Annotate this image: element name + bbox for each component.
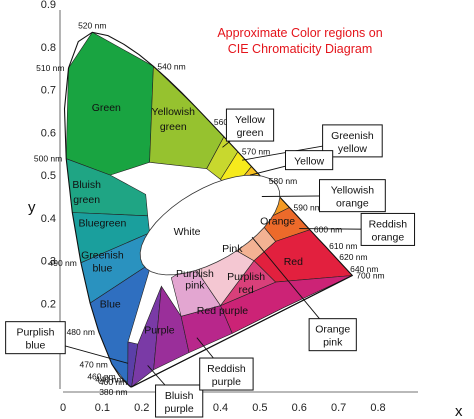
callout-text: yellow xyxy=(338,143,368,155)
x-tick-label: 0.7 xyxy=(331,402,346,414)
wavelength-label: 600 nm xyxy=(314,225,342,235)
region-label-purplish: Purplish xyxy=(176,268,214,280)
region-label-white: White xyxy=(174,226,201,238)
callout-box xyxy=(360,212,416,246)
wavelength-label: 700 nm xyxy=(356,271,384,281)
line-of-purples xyxy=(131,275,353,388)
chart-title-line-1: Approximate Color regions on xyxy=(217,26,382,40)
wavelength-label: 570 nm xyxy=(242,147,270,157)
wavelength-label: 490 nm xyxy=(49,258,77,268)
y-tick-label: 0.3 xyxy=(41,256,56,268)
callout-box xyxy=(284,150,334,171)
wavelength-label: 590 nm xyxy=(293,203,321,213)
wavelength-label: 640 nm xyxy=(350,264,378,274)
region-label-green: green xyxy=(73,194,100,206)
wavelength-label: 470 nm xyxy=(80,359,108,369)
wavelength-label: 400 nm xyxy=(99,377,127,387)
x-tick-label: 0.6 xyxy=(292,402,307,414)
callout-box xyxy=(319,179,386,213)
y-tick-label: 0.8 xyxy=(41,42,56,54)
callout-text: Orange xyxy=(315,324,350,336)
wavelength-label: 620 nm xyxy=(339,252,367,262)
wavelength-label: 480 nm xyxy=(67,327,95,337)
y-tick-label: 0.7 xyxy=(41,85,56,97)
callout-box xyxy=(225,108,275,142)
region-label-orange: Orange xyxy=(260,215,295,227)
x-tick-label: 0.2 xyxy=(134,402,149,414)
region-label-green: green xyxy=(160,121,187,133)
wavelength-label: 540 nm xyxy=(157,61,185,71)
x-tick-label: 0.8 xyxy=(370,402,385,414)
callout-text: purple xyxy=(165,403,194,415)
x-tick-label: 0 xyxy=(60,402,66,414)
callout-text: Yellow xyxy=(235,114,265,126)
y-tick-label: 0.9 xyxy=(41,0,56,11)
callout-box xyxy=(308,318,357,352)
callout-box xyxy=(5,321,66,355)
callout-box xyxy=(155,384,204,418)
callout-box xyxy=(199,357,254,391)
y-tick-label: 0.4 xyxy=(41,213,56,225)
callout-text: green xyxy=(237,127,264,139)
region-label-bluegreen: Bluegreen xyxy=(78,217,126,229)
y-axis-label: y xyxy=(28,199,36,216)
region-label-blue: Blue xyxy=(100,299,121,311)
white-region xyxy=(139,174,281,276)
callout-text: Greenish xyxy=(331,130,374,142)
region-label-greenish: Greenish xyxy=(81,250,124,262)
callout-text: pink xyxy=(323,337,343,349)
wavelength-label: 610 nm xyxy=(329,241,357,251)
region-label-bluish: Bluish xyxy=(72,179,101,191)
region-label-yellowish: Yellowish xyxy=(152,106,196,118)
region-labels: Green YellowishgreenBluishgreenBluegreenG… xyxy=(72,102,303,336)
wavelength-label: 580 nm xyxy=(269,176,297,186)
x-tick-label: 0.5 xyxy=(252,402,267,414)
region-label-red: Red xyxy=(284,256,303,268)
region-label-red-purple: Red purple xyxy=(197,305,249,317)
chart-title: Approximate Color regions on CIE Chromat… xyxy=(217,26,382,56)
chart-title-line-2: CIE Chromaticity Diagram xyxy=(228,42,372,56)
spectral-locus xyxy=(63,31,354,388)
wavelength-label: 500 nm xyxy=(34,154,62,164)
region-red-purple xyxy=(220,275,353,334)
callout-text: Reddish xyxy=(369,218,408,230)
wavelength-label: 520 nm xyxy=(78,20,106,30)
callout-text: Purplish xyxy=(16,327,54,339)
region-label-green: Green xyxy=(92,102,121,114)
wavelength-label: 440 nm xyxy=(95,374,123,384)
wavelength-label: 380 nm xyxy=(99,387,127,397)
region-label-purple: Purple xyxy=(144,324,175,336)
region-label-pink: pink xyxy=(185,279,205,291)
wavelength-label: 460 nm xyxy=(87,371,115,381)
region-label-blue: blue xyxy=(92,262,112,274)
y-tick-label: 0.6 xyxy=(41,127,56,139)
x-axis-label: x xyxy=(455,403,463,419)
region-label-pink: Pink xyxy=(222,243,243,255)
region-label-purplish: Purplish xyxy=(227,271,265,283)
y-tick-label: 0.2 xyxy=(41,298,56,310)
x-tick-label: 0.4 xyxy=(213,402,228,414)
region-label-red: red xyxy=(239,284,254,296)
callout-text: purple xyxy=(212,376,241,388)
callout-text: orange xyxy=(336,198,369,210)
callout-yellow: Yellow xyxy=(249,150,334,176)
callout-text: orange xyxy=(371,231,404,243)
callout-text: blue xyxy=(26,340,46,352)
wavelength-label: 510 nm xyxy=(36,63,64,73)
callout-text: Reddish xyxy=(207,363,246,375)
callout-text: Yellowish xyxy=(331,185,375,197)
y-tick-label: 0.5 xyxy=(41,170,56,182)
callout-text: Bluish xyxy=(165,390,194,402)
x-tick-label: 0.1 xyxy=(95,402,110,414)
callout-text: Yellow xyxy=(294,156,324,168)
